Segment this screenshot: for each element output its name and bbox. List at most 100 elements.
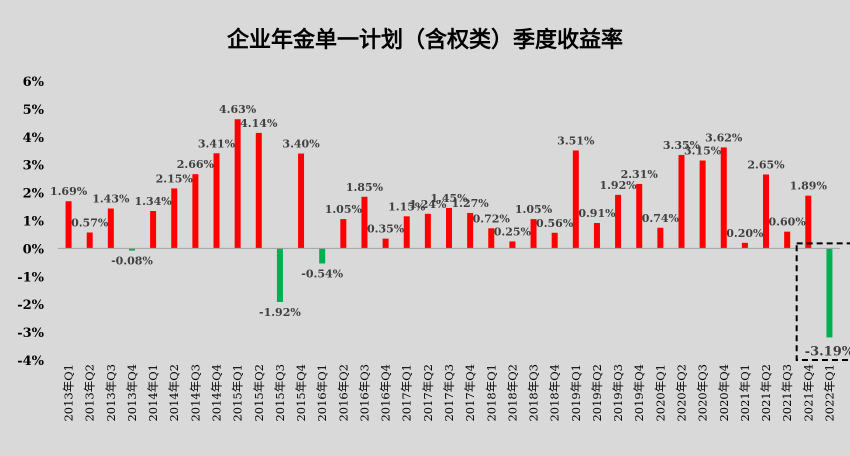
- y-tick-label: 1%: [23, 215, 45, 230]
- data-label: 0.91%: [578, 207, 616, 220]
- bar: [657, 227, 664, 249]
- y-tick-label: 3%: [23, 159, 45, 174]
- data-label: 2.65%: [747, 158, 785, 171]
- data-label: 2.31%: [621, 168, 659, 181]
- data-label: 1.45%: [430, 192, 468, 205]
- bar: [488, 228, 495, 249]
- y-tick-label: -3%: [17, 326, 44, 341]
- x-tick-label: 2013年Q4: [125, 364, 139, 422]
- data-label: 1.24%: [409, 198, 447, 211]
- bar: [826, 248, 833, 338]
- y-tick-label: 0%: [23, 242, 45, 257]
- bar: [615, 194, 622, 249]
- data-label: 1.05%: [515, 203, 553, 216]
- x-tick-label: 2017年Q2: [421, 364, 435, 422]
- bar: [361, 196, 368, 249]
- x-tick-label: 2018年Q1: [484, 364, 498, 422]
- x-tick-label: 2019年Q3: [611, 364, 625, 422]
- bars: [65, 119, 833, 338]
- x-tick-label: 2020年Q4: [717, 364, 731, 422]
- x-tick-label: 2015年Q4: [294, 364, 308, 422]
- x-tick-label: 2014年Q2: [167, 364, 181, 422]
- x-tick-label: 2013年Q3: [104, 364, 118, 422]
- data-label: 0.60%: [769, 216, 807, 229]
- data-label: 1.69%: [50, 185, 88, 198]
- bar: [446, 207, 452, 249]
- x-tick-label: 2017年Q3: [442, 364, 456, 422]
- bar: [784, 231, 791, 249]
- bar: [255, 132, 262, 249]
- data-label: 3.51%: [557, 134, 595, 147]
- data-label: 1.85%: [346, 181, 384, 194]
- x-tick-label: 2022年Q1: [822, 364, 836, 422]
- data-label: 0.20%: [726, 227, 764, 240]
- y-tick-label: -2%: [17, 298, 44, 313]
- bar: [805, 195, 812, 249]
- x-tick-label: 2014年Q4: [210, 364, 224, 422]
- x-tick-label: 2016年Q2: [336, 364, 350, 422]
- y-tick-label: 5%: [23, 103, 45, 118]
- bar: [107, 208, 114, 249]
- bar: [424, 213, 431, 249]
- bar: [699, 160, 706, 249]
- bar: [192, 174, 199, 249]
- x-tick-label: 2015年Q2: [252, 364, 266, 422]
- x-tick-label: 2015年Q1: [231, 364, 245, 422]
- data-label: 0.74%: [642, 212, 680, 225]
- bar: [720, 147, 727, 249]
- bar: [234, 119, 241, 249]
- data-label: 1.89%: [790, 180, 828, 193]
- y-tick-label: 4%: [23, 131, 45, 146]
- data-label: 1.27%: [452, 197, 490, 210]
- bar: [86, 232, 93, 249]
- x-tick-label: 2021年Q3: [780, 364, 794, 422]
- x-tick-label: 2018年Q2: [505, 364, 519, 422]
- bar: [171, 188, 178, 249]
- bar: [319, 248, 326, 264]
- bar: [276, 248, 283, 302]
- bar: [213, 153, 220, 249]
- x-axis: 2013年Q1 2013年Q2 2013年Q3 2013年Q4 2014年Q1 2014年…: [58, 247, 840, 422]
- bar: [530, 219, 537, 249]
- data-label: 3.15%: [684, 145, 722, 158]
- bar: [593, 223, 600, 249]
- x-tick-label: 2016年Q3: [357, 364, 371, 422]
- x-tick-label: 2016年Q4: [379, 364, 393, 422]
- data-label: 1.34%: [134, 195, 172, 208]
- data-label: 1.43%: [92, 193, 130, 206]
- data-label: 0.25%: [494, 225, 532, 238]
- data-label: 0.56%: [536, 217, 574, 230]
- bar: [65, 201, 72, 249]
- x-tick-label: 2021年Q2: [759, 364, 773, 422]
- bar: [150, 211, 157, 249]
- x-tick-label: 2014年Q3: [188, 364, 202, 422]
- data-label: 4.14%: [240, 117, 278, 130]
- data-label: 3.41%: [198, 137, 236, 150]
- data-label: 3.62%: [705, 131, 743, 144]
- bar: [636, 183, 643, 249]
- data-label: 1.15%: [388, 200, 426, 213]
- x-tick-label: 2017年Q1: [400, 364, 414, 422]
- x-tick-label: 2019年Q2: [590, 364, 604, 422]
- data-label: -3.19%: [805, 344, 850, 359]
- y-tick-label: 6%: [23, 75, 45, 90]
- x-tick-label: 2013年Q2: [83, 364, 97, 422]
- bar: [763, 174, 770, 249]
- bar: [340, 219, 347, 249]
- bar: [382, 238, 389, 249]
- data-label: 4.63%: [219, 103, 257, 116]
- y-tick-label: 2%: [23, 187, 45, 202]
- x-tick-label: 2020年Q1: [653, 364, 667, 422]
- data-label: 1.92%: [599, 179, 637, 192]
- bar: [467, 212, 474, 249]
- y-tick-label: -4%: [17, 354, 44, 369]
- data-label: 3.35%: [663, 139, 701, 152]
- x-tick-label: 2020年Q3: [696, 364, 710, 422]
- data-label: -1.92%: [259, 306, 301, 319]
- data-label: -0.08%: [111, 255, 153, 268]
- y-tick-label: -1%: [17, 270, 44, 285]
- x-tick-label: 2017年Q4: [463, 364, 477, 422]
- x-tick-label: 2019年Q4: [632, 364, 646, 422]
